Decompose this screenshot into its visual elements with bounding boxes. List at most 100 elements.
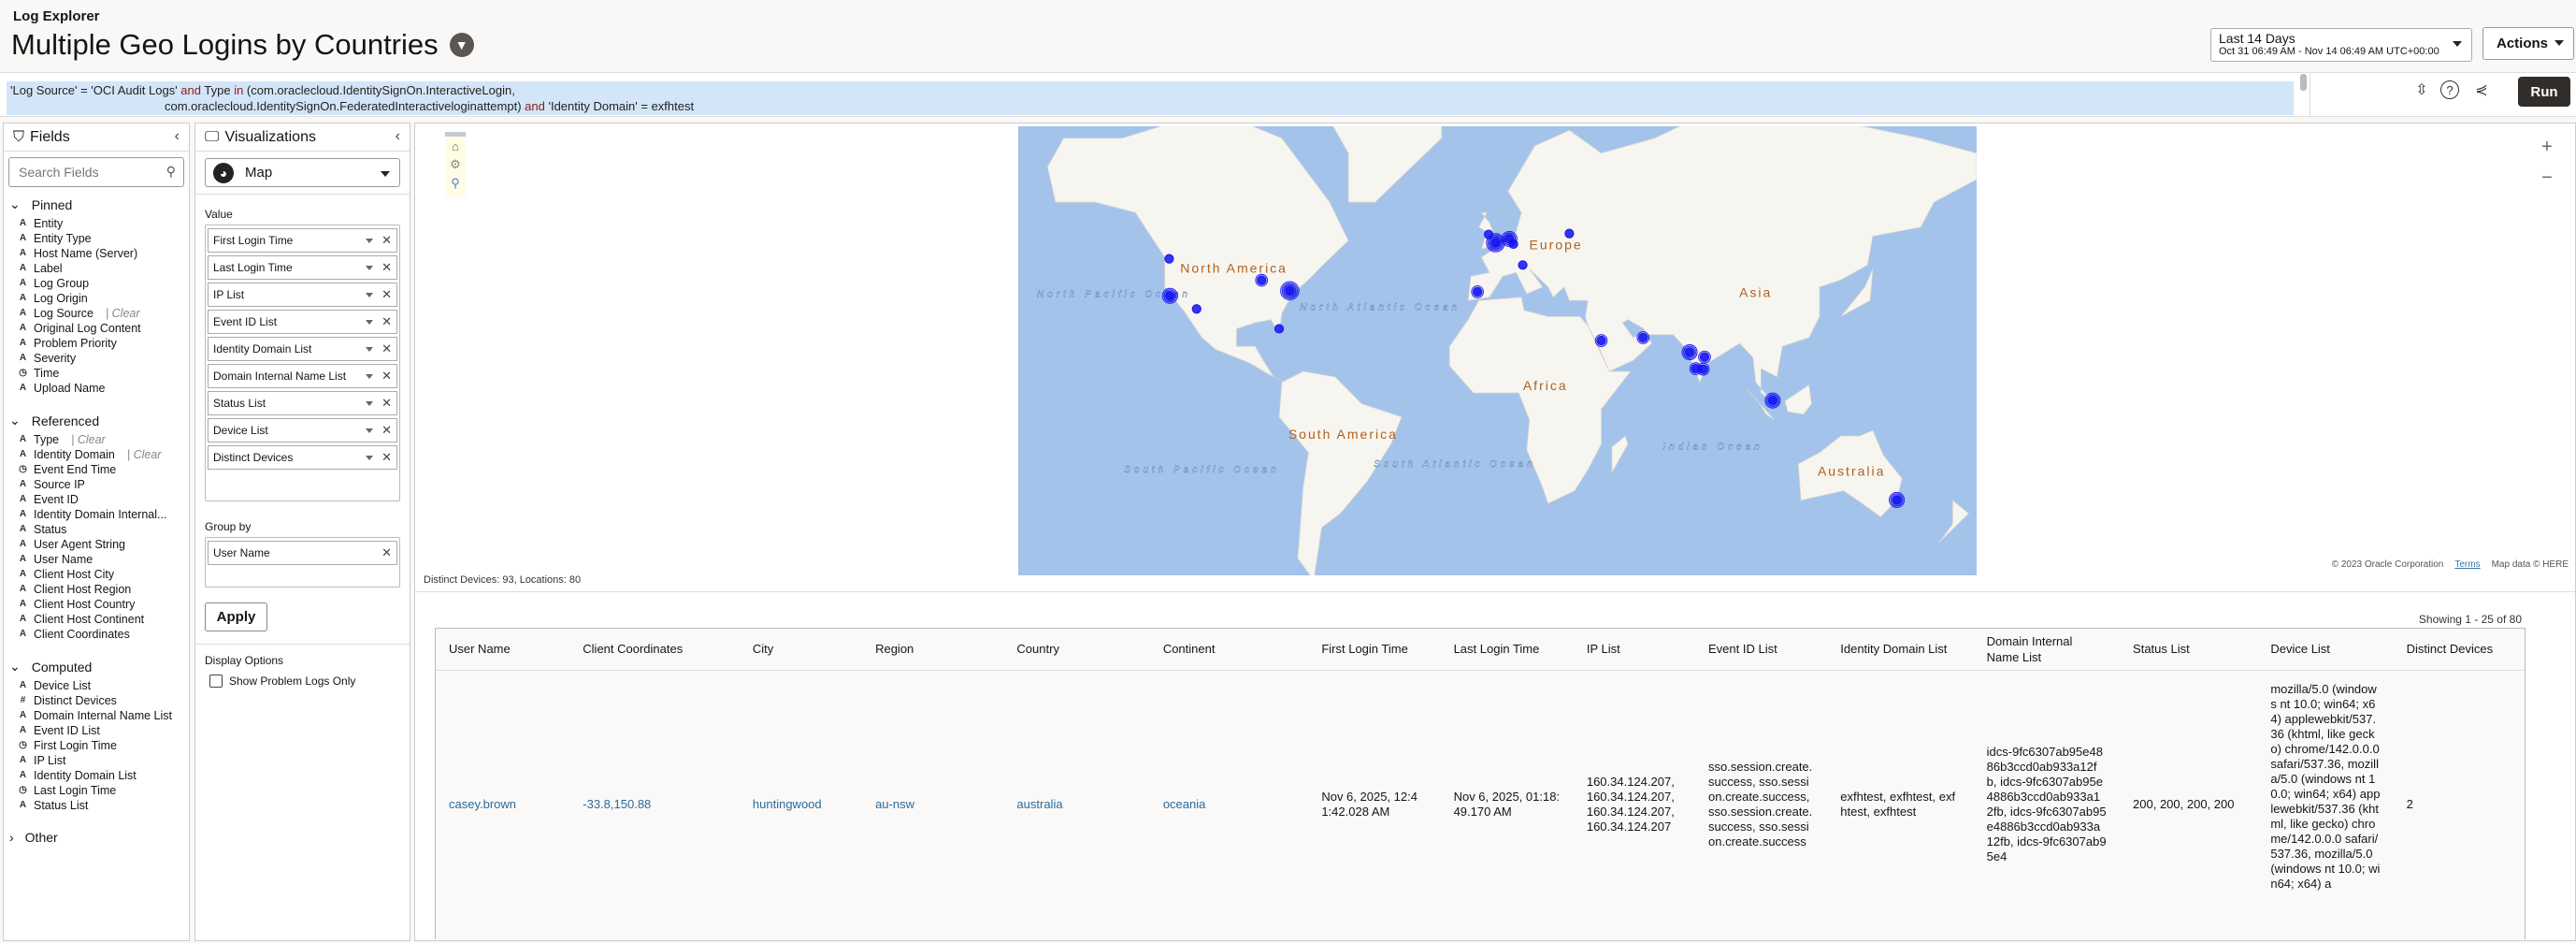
visualization-type-select[interactable]: ◕ Map bbox=[205, 158, 400, 187]
column-header[interactable]: Event ID List bbox=[1695, 629, 1828, 671]
field-item[interactable]: A IP List bbox=[4, 753, 189, 768]
remove-icon[interactable]: ✕ bbox=[381, 260, 392, 274]
group-by-dropzone[interactable]: User Name ✕ bbox=[205, 537, 400, 588]
apply-button[interactable]: Apply bbox=[205, 602, 267, 631]
share-icon[interactable]: ⋞ bbox=[2475, 82, 2488, 98]
remove-icon[interactable]: ✕ bbox=[381, 233, 392, 247]
collapse-icon[interactable]: ‹ bbox=[174, 128, 180, 144]
column-header[interactable]: Status List bbox=[2120, 629, 2258, 671]
column-header[interactable]: User Name bbox=[436, 629, 570, 671]
value-chip[interactable]: Identity Domain List ✕ bbox=[208, 337, 397, 361]
query-scrollbar[interactable] bbox=[2300, 74, 2307, 91]
run-button[interactable]: Run bbox=[2518, 77, 2570, 107]
location-marker[interactable] bbox=[1191, 304, 1202, 314]
value-chip[interactable]: First Login Time ✕ bbox=[208, 228, 397, 253]
column-header[interactable]: Region bbox=[862, 629, 1004, 671]
chevron-down-icon[interactable] bbox=[366, 374, 373, 379]
field-item[interactable]: A Identity Domain Internal... bbox=[4, 507, 189, 522]
field-group-other[interactable]: › Other bbox=[9, 830, 189, 845]
chevron-down-icon[interactable] bbox=[366, 401, 373, 406]
terms-link[interactable]: Terms bbox=[2454, 559, 2481, 570]
chevron-down-icon[interactable] bbox=[366, 266, 373, 270]
field-item[interactable]: A Log Group bbox=[4, 276, 189, 291]
zoom-select-icon[interactable]: ⚲ bbox=[451, 176, 460, 190]
field-item[interactable]: A Event ID List bbox=[4, 723, 189, 738]
field-item[interactable]: A Original Log Content bbox=[4, 321, 189, 336]
field-item[interactable]: ◷ Time bbox=[4, 366, 189, 381]
field-item[interactable]: A Identity Domain List bbox=[4, 768, 189, 783]
zoom-in-button[interactable]: + bbox=[2541, 136, 2553, 157]
field-item[interactable]: ◷ First Login Time bbox=[4, 738, 189, 753]
location-marker[interactable] bbox=[1471, 285, 1484, 298]
value-chip[interactable]: Distinct Devices ✕ bbox=[208, 445, 397, 470]
column-header[interactable]: Continent bbox=[1149, 629, 1309, 671]
chevron-down-icon[interactable] bbox=[366, 293, 373, 297]
value-chip[interactable]: IP List ✕ bbox=[208, 283, 397, 307]
field-item[interactable]: A Log Source | Clear bbox=[4, 306, 189, 321]
location-marker[interactable] bbox=[1274, 324, 1285, 334]
column-header[interactable]: Device List bbox=[2257, 629, 2394, 671]
remove-icon[interactable]: ✕ bbox=[381, 369, 392, 383]
value-chip[interactable]: Status List ✕ bbox=[208, 391, 397, 415]
chevron-down-icon[interactable] bbox=[366, 456, 373, 460]
field-item[interactable]: A Type | Clear bbox=[4, 432, 189, 447]
clear-link[interactable]: | Clear bbox=[105, 307, 140, 320]
field-item[interactable]: A Label bbox=[4, 261, 189, 276]
table-cell[interactable]: huntingwood bbox=[752, 797, 822, 812]
chevron-down-icon[interactable] bbox=[366, 320, 373, 325]
column-header[interactable]: Identity Domain List bbox=[1827, 629, 1974, 671]
field-item[interactable]: A Status bbox=[4, 522, 189, 537]
column-header[interactable]: Domain Internal Name List bbox=[1973, 629, 2121, 671]
field-item[interactable]: A Severity bbox=[4, 351, 189, 366]
field-item[interactable]: A Entity bbox=[4, 216, 189, 231]
location-marker[interactable] bbox=[1255, 273, 1269, 287]
location-marker[interactable] bbox=[1696, 362, 1710, 376]
table-cell[interactable]: -33.8,150.88 bbox=[583, 797, 652, 812]
gear-icon[interactable]: ⚙ bbox=[450, 157, 461, 171]
column-header[interactable]: Client Coordinates bbox=[569, 629, 740, 671]
location-marker[interactable] bbox=[1518, 260, 1528, 270]
world-map[interactable]: North America Europe Asia Africa South Ameri… bbox=[1018, 126, 1977, 575]
field-group-referenced[interactable]: ⌄ Referenced bbox=[9, 413, 189, 428]
value-chip[interactable]: Device List ✕ bbox=[208, 418, 397, 442]
location-marker[interactable] bbox=[1564, 228, 1575, 239]
field-item[interactable]: A Log Origin bbox=[4, 291, 189, 306]
field-item[interactable]: A Domain Internal Name List bbox=[4, 708, 189, 723]
remove-icon[interactable]: ✕ bbox=[381, 450, 392, 464]
column-header[interactable]: First Login Time bbox=[1308, 629, 1441, 671]
remove-icon[interactable]: ✕ bbox=[381, 341, 392, 355]
time-range-select[interactable]: Last 14 Days Oct 31 06:49 AM - Nov 14 06… bbox=[2210, 28, 2472, 62]
field-item[interactable]: A Client Host Country bbox=[4, 597, 189, 612]
clear-link[interactable]: | Clear bbox=[71, 433, 106, 446]
collapse-icon[interactable]: ‹ bbox=[395, 128, 400, 144]
show-problem-logs-checkbox[interactable]: Show Problem Logs Only bbox=[209, 675, 396, 688]
field-item[interactable]: A Client Host Continent bbox=[4, 612, 189, 627]
remove-icon[interactable]: ✕ bbox=[381, 287, 392, 301]
value-chip[interactable]: Last Login Time ✕ bbox=[208, 255, 397, 280]
column-header[interactable]: City bbox=[739, 629, 863, 671]
field-item[interactable]: A Client Coordinates bbox=[4, 627, 189, 642]
help-icon[interactable]: ? bbox=[2440, 80, 2459, 99]
location-marker[interactable] bbox=[1636, 331, 1650, 344]
value-chip[interactable]: User Name ✕ bbox=[208, 541, 397, 565]
map-canvas[interactable]: North America Europe Asia Africa South Ameri… bbox=[1018, 126, 1977, 575]
location-marker[interactable] bbox=[1764, 392, 1781, 409]
chevron-down-icon[interactable] bbox=[366, 428, 373, 433]
field-item[interactable]: # Distinct Devices bbox=[4, 693, 189, 708]
query-editor[interactable]: 'Log Source' = 'OCI Audit Logs' and Type… bbox=[7, 81, 2294, 115]
column-header[interactable]: Last Login Time bbox=[1440, 629, 1574, 671]
zoom-out-button[interactable]: − bbox=[2541, 167, 2553, 188]
location-marker[interactable] bbox=[1164, 254, 1174, 264]
location-marker[interactable] bbox=[1280, 281, 1300, 301]
value-chip[interactable]: Event ID List ✕ bbox=[208, 310, 397, 334]
field-item[interactable]: A User Agent String bbox=[4, 537, 189, 552]
column-header[interactable]: IP List bbox=[1573, 629, 1695, 671]
chevron-down-icon[interactable] bbox=[366, 347, 373, 352]
expand-collapse-icon[interactable]: ⇳ bbox=[2415, 82, 2428, 98]
field-item[interactable]: A Device List bbox=[4, 678, 189, 693]
field-item[interactable]: A User Name bbox=[4, 552, 189, 567]
table-cell[interactable]: oceania bbox=[1162, 797, 1206, 812]
field-item[interactable]: A Client Host City bbox=[4, 567, 189, 582]
field-item[interactable]: A Event ID bbox=[4, 492, 189, 507]
field-item[interactable]: A Host Name (Server) bbox=[4, 246, 189, 261]
